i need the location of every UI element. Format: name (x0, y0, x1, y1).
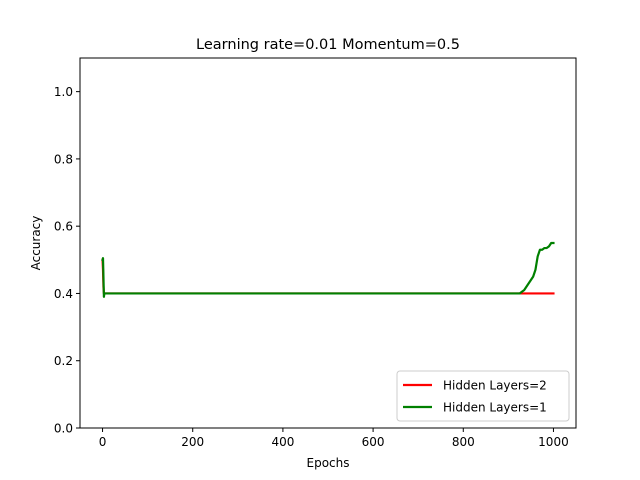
legend-label-hidden-layers-1: Hidden Layers=1 (443, 401, 547, 415)
x-tick-label: 1000 (538, 435, 569, 449)
x-tick-label: 600 (362, 435, 385, 449)
y-axis-ticks: 0.0 0.2 0.4 0.6 0.8 1.0 (54, 85, 80, 436)
y-tick-label: 1.0 (54, 85, 73, 99)
x-tick-label: 0 (99, 435, 107, 449)
series-line-hidden-layers-1 (101, 241, 555, 298)
x-tick-label: 200 (181, 435, 204, 449)
y-tick-label: 0.2 (54, 354, 73, 368)
legend: Hidden Layers=2 Hidden Layers=1 (396, 370, 570, 422)
series-layer (101, 241, 555, 298)
chart-title: Learning rate=0.01 Momentum=0.5 (196, 37, 460, 53)
y-tick-label: 0.8 (54, 152, 73, 166)
x-tick-label: 800 (452, 435, 475, 449)
legend-box (396, 370, 570, 422)
x-axis-ticks: 0 200 400 600 800 1000 (99, 428, 569, 449)
x-tick-label: 400 (271, 435, 294, 449)
x-axis-title: Epochs (307, 456, 350, 470)
y-tick-label: 0.4 (54, 287, 73, 301)
y-axis-title: Accuracy (29, 216, 43, 271)
y-tick-label: 0.0 (54, 422, 73, 436)
y-tick-label: 0.6 (54, 220, 73, 234)
legend-label-hidden-layers-2: Hidden Layers=2 (443, 379, 547, 393)
plot-area: 0 200 400 600 800 1000 0.0 0.2 0.4 0.6 0.8 1.0 (54, 57, 577, 449)
plot-frame (79, 57, 577, 429)
